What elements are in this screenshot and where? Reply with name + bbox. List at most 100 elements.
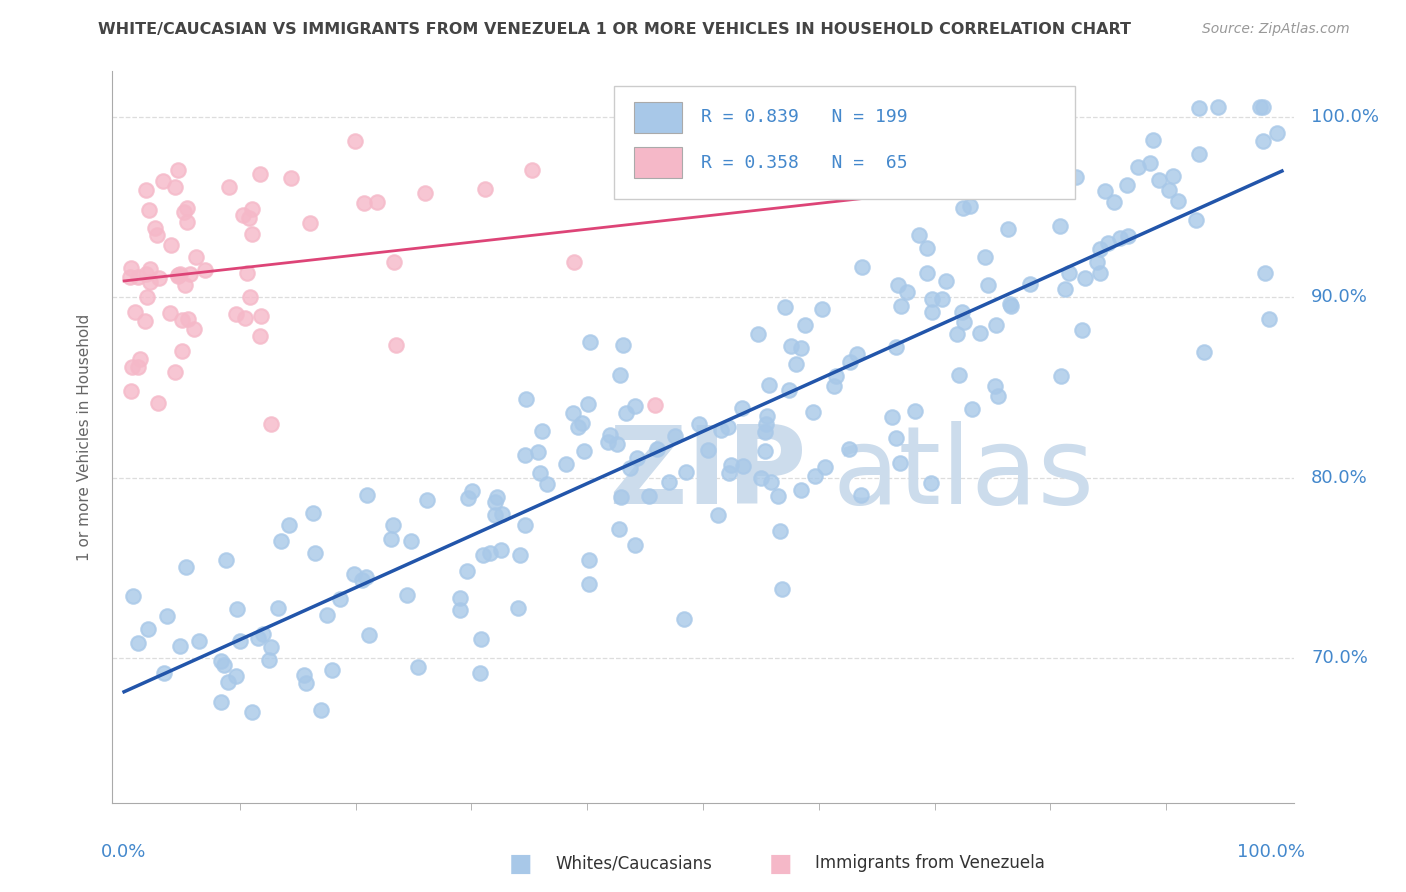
Point: [1192, 344, 1215, 359]
Point: [983, 379, 1005, 393]
Point: [449, 603, 471, 617]
Point: [366, 194, 388, 209]
Point: [135, 267, 157, 281]
Point: [672, 612, 695, 626]
Point: [1142, 133, 1164, 147]
Point: [536, 476, 558, 491]
Point: [280, 171, 302, 186]
Point: [838, 442, 860, 456]
Point: [880, 410, 903, 425]
Point: [152, 174, 174, 188]
FancyBboxPatch shape: [634, 147, 682, 178]
Point: [1053, 282, 1076, 296]
Point: [148, 271, 170, 285]
Point: [758, 378, 780, 392]
Point: [1187, 101, 1209, 115]
Point: [823, 379, 845, 393]
Point: [118, 270, 141, 285]
Point: [998, 297, 1021, 311]
Point: [578, 397, 600, 411]
Point: [240, 705, 263, 719]
Point: [267, 600, 290, 615]
Point: [884, 340, 907, 354]
Point: [1187, 147, 1209, 161]
Point: [607, 522, 630, 536]
Point: [890, 299, 912, 313]
Point: [120, 260, 142, 275]
Point: [229, 634, 252, 648]
Point: [530, 425, 553, 439]
Point: [915, 240, 938, 254]
Point: [122, 589, 145, 603]
Point: [614, 406, 637, 420]
Point: [1157, 183, 1180, 197]
Point: [380, 532, 402, 546]
Point: [697, 442, 720, 457]
Point: [385, 338, 408, 352]
Y-axis label: 1 or more Vehicles in Household: 1 or more Vehicles in Household: [77, 313, 91, 561]
Point: [717, 420, 740, 434]
Point: [720, 458, 742, 473]
Point: [478, 546, 501, 560]
Point: [567, 420, 589, 434]
Point: [127, 270, 149, 285]
Point: [321, 663, 343, 677]
Point: [226, 602, 249, 616]
Point: [1104, 195, 1126, 210]
Point: [225, 669, 247, 683]
Point: [756, 409, 779, 424]
Point: [143, 221, 166, 235]
Point: [851, 260, 873, 274]
Point: [1161, 169, 1184, 183]
Point: [187, 634, 209, 648]
Text: R = 0.839   N = 199: R = 0.839 N = 199: [700, 109, 907, 127]
Point: [124, 305, 146, 319]
Point: [747, 326, 769, 341]
Point: [127, 635, 149, 649]
Point: [316, 608, 339, 623]
Point: [292, 668, 315, 682]
Point: [470, 632, 492, 647]
Point: [574, 444, 596, 458]
Point: [658, 475, 681, 490]
Point: [1074, 271, 1097, 285]
Point: [769, 524, 792, 538]
Point: [775, 301, 797, 315]
Text: WHITE/CAUCASIAN VS IMMIGRANTS FROM VENEZUELA 1 OR MORE VEHICLES IN HOUSEHOLD COR: WHITE/CAUCASIAN VS IMMIGRANTS FROM VENEZ…: [98, 22, 1132, 37]
Point: [825, 368, 848, 383]
Point: [664, 428, 686, 442]
Point: [921, 292, 943, 306]
Point: [1000, 299, 1022, 313]
Point: [596, 434, 619, 449]
Point: [920, 475, 942, 490]
Point: [814, 460, 837, 475]
Point: [135, 290, 157, 304]
Point: [209, 694, 232, 708]
Text: 90.0%: 90.0%: [1312, 288, 1368, 306]
Point: [257, 653, 280, 667]
Point: [887, 277, 910, 292]
Point: [249, 167, 271, 181]
Point: [218, 179, 240, 194]
Point: [240, 227, 263, 241]
Point: [486, 490, 509, 504]
Point: [159, 238, 181, 252]
Point: [754, 444, 776, 458]
Point: [167, 268, 190, 282]
Point: [626, 451, 648, 466]
Point: [749, 471, 772, 485]
Point: [129, 352, 152, 367]
Point: [1070, 323, 1092, 337]
Point: [491, 507, 513, 521]
Point: [1249, 100, 1271, 114]
Point: [484, 495, 506, 509]
Point: [1257, 312, 1279, 326]
Point: [707, 508, 730, 523]
Point: [529, 467, 551, 481]
Text: Whites/Caucasians: Whites/Caucasians: [555, 855, 713, 872]
Point: [790, 341, 813, 355]
Point: [948, 368, 970, 382]
Point: [731, 458, 754, 473]
Point: [179, 267, 201, 281]
Point: [356, 488, 378, 502]
